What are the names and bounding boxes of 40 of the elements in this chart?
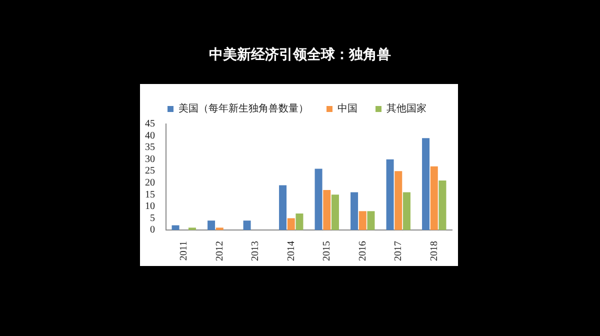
bar — [296, 214, 304, 230]
x-tick-label: 2014 — [286, 241, 297, 261]
bar — [331, 194, 339, 230]
bar — [394, 171, 402, 230]
y-tick-label: 15 — [145, 189, 155, 200]
bar — [323, 190, 331, 230]
bar — [314, 168, 322, 230]
bar — [422, 138, 430, 230]
bar — [438, 180, 446, 230]
chart-title: 中美新经济引领全球：独角兽 — [208, 46, 392, 64]
bar — [367, 211, 375, 230]
y-tick-label: 45 — [145, 118, 155, 130]
y-tick-label: 30 — [145, 154, 155, 165]
bar — [279, 185, 287, 230]
x-tick-label: 2017 — [393, 241, 404, 261]
x-tick-label: 2015 — [322, 241, 332, 261]
bar — [386, 159, 394, 230]
x-tick-label: 2018 — [428, 241, 440, 261]
bar — [430, 166, 438, 230]
x-tick-label: 2011 — [178, 241, 190, 261]
bar — [208, 220, 216, 230]
legend-label: 中国 — [338, 102, 358, 115]
x-tick-label: 2013 — [250, 241, 261, 261]
y-tick-label: 25 — [145, 166, 155, 177]
y-tick-label: 35 — [145, 142, 155, 154]
y-tick-label: 20 — [145, 178, 155, 189]
bar — [287, 218, 295, 230]
y-tick-label: 40 — [145, 130, 155, 142]
y-tick-label: 10 — [145, 201, 155, 212]
y-tick-label: 5 — [150, 212, 155, 224]
bar — [402, 192, 410, 230]
legend-label: 其他国家 — [386, 102, 426, 115]
bar — [358, 211, 366, 230]
bar — [243, 220, 251, 230]
bar — [172, 225, 180, 230]
x-tick-label: 2012 — [214, 241, 226, 261]
y-tick-label: 0 — [150, 224, 155, 236]
bar — [350, 192, 358, 230]
legend-label: 美国（每年新生独角兽数量） — [178, 102, 308, 115]
x-tick-label: 2016 — [357, 241, 368, 261]
